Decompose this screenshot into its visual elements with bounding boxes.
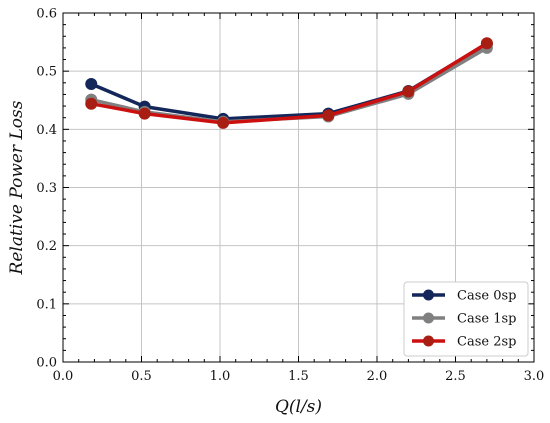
legend-swatch-marker (423, 289, 434, 301)
data-point (402, 85, 415, 98)
x-tick-label: 0.5 (131, 369, 152, 384)
legend-swatch-marker (423, 335, 434, 347)
legend-item: Case 2sp (412, 335, 516, 350)
legend-label: Case 1sp (457, 312, 516, 327)
x-tick-label: 1.0 (210, 369, 231, 384)
tick-labels: 0.0 0.5 1.0 1.5 2.0 2.5 3.0 0.0 0.1 0.2 0.3 0.4 0.5 0… (36, 7, 544, 385)
legend-label: Case 0sp (457, 289, 516, 304)
data-point (138, 107, 151, 120)
legend: Case 0sp Case 1sp Case 2sp (403, 281, 529, 357)
series-case-2sp (85, 37, 493, 129)
legend-swatch-marker (423, 312, 434, 324)
data-point (480, 37, 493, 50)
data-point (85, 97, 98, 110)
axis-ticks (62, 12, 535, 363)
data-point (217, 116, 230, 129)
y-tick-label: 0.3 (36, 181, 57, 196)
legend-label: Case 2sp (457, 335, 516, 350)
x-tick-label: 3.0 (524, 369, 545, 384)
x-axis-title: Q(l/s) (275, 397, 322, 417)
legend-item: Case 0sp (412, 289, 516, 304)
legend-box (403, 281, 529, 357)
y-tick-label: 0.4 (36, 123, 57, 138)
y-tick-label: 0.0 (36, 356, 57, 371)
y-tick-label: 0.2 (36, 239, 57, 254)
y-tick-label: 0.6 (36, 7, 57, 22)
y-axis-title: Relative Power Loss (7, 100, 27, 275)
x-tick-label: 2.5 (445, 369, 466, 384)
legend-item: Case 1sp (412, 312, 516, 327)
series-group (85, 37, 493, 129)
x-tick-label: 1.5 (288, 369, 309, 384)
x-tick-label: 0.0 (53, 369, 74, 384)
series-line (90, 41, 488, 125)
x-tick-label: 2.0 (367, 369, 388, 384)
data-point (85, 77, 98, 90)
data-point (322, 109, 335, 122)
y-tick-label: 0.5 (36, 65, 57, 80)
y-tick-label: 0.1 (36, 297, 57, 312)
